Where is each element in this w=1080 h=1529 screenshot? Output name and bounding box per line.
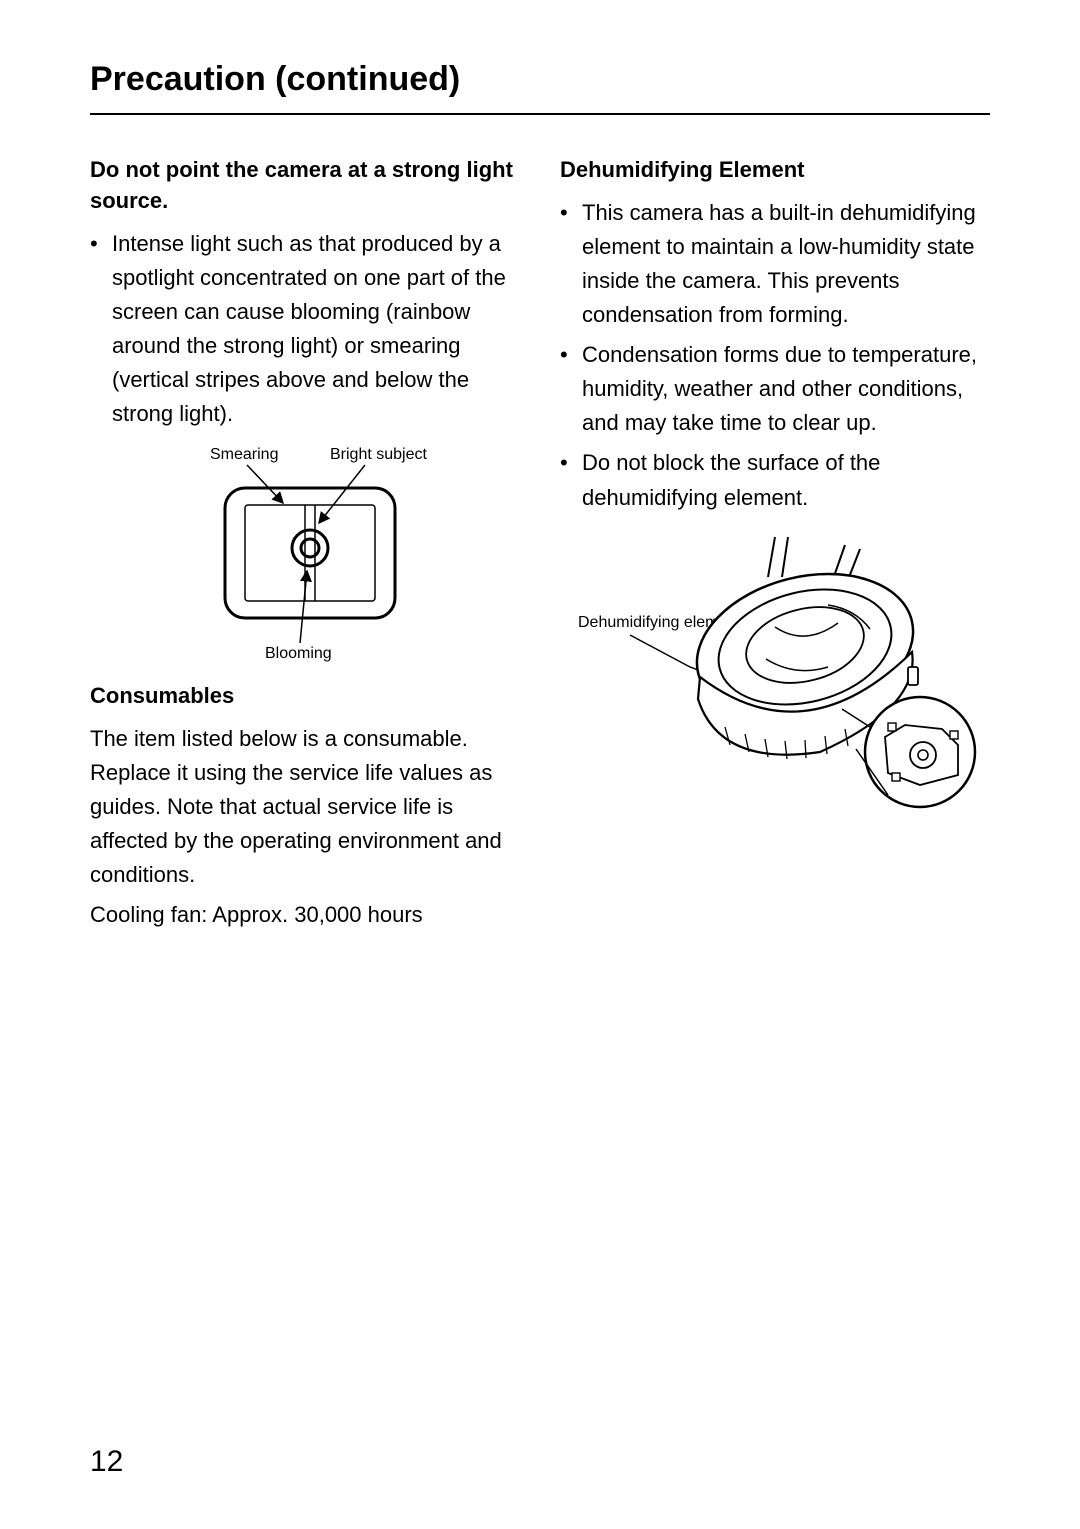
right-column: Dehumidifying Element This camera has a … [560,155,990,933]
heading-consumables: Consumables [90,681,520,712]
smearing-diagram-icon: Smearing Bright subject Blooming [155,443,455,663]
content-columns: Do not point the camera at a strong ligh… [90,155,990,933]
left-column: Do not point the camera at a strong ligh… [90,155,520,933]
para-cooling-fan: Cooling fan: Approx. 30,000 hours [90,898,520,932]
bullet-strong-light-1: Intense light such as that produced by a… [112,227,520,432]
heading-strong-light: Do not point the camera at a strong ligh… [90,155,520,217]
label-smearing: Smearing [210,446,278,463]
para-consumables: The item listed below is a consumable. R… [90,722,520,892]
bullet-dehum-3: Do not block the surface of the dehumidi… [582,446,990,514]
page: Precaution (continued) Do not point the … [0,0,1080,1529]
label-bright-subject: Bright subject [330,446,427,463]
figure-dehumidifying: Dehumidifying element [570,527,990,837]
label-blooming: Blooming [265,645,332,662]
page-title: Precaution (continued) [90,60,990,115]
dehumidifying-diagram-icon: Dehumidifying element [570,527,990,837]
bullet-dehum-1: This camera has a built-in dehumidify­in… [582,196,990,332]
heading-dehumidifying: Dehumidifying Element [560,155,990,186]
bullets-dehumidifying: This camera has a built-in dehumidify­in… [560,196,990,515]
figure-smearing-blooming: Smearing Bright subject Blooming [90,443,520,663]
bullets-strong-light: Intense light such as that produced by a… [90,227,520,432]
bullet-dehum-2: Condensation forms due to tempera­ture, … [582,338,990,440]
page-number: 12 [90,1445,123,1479]
